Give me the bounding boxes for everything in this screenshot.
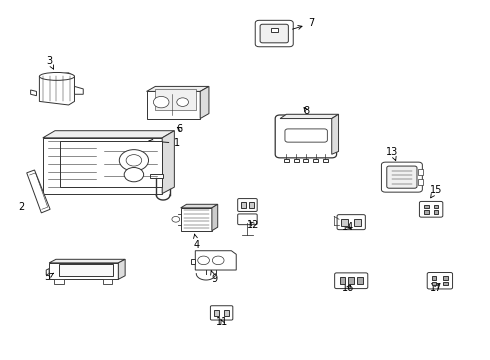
FancyBboxPatch shape — [387, 166, 417, 188]
Circle shape — [198, 256, 209, 265]
FancyBboxPatch shape — [255, 20, 293, 47]
Text: 1: 1 — [149, 138, 180, 148]
Bar — [340, 277, 345, 284]
Polygon shape — [74, 86, 83, 94]
FancyBboxPatch shape — [337, 215, 366, 230]
Polygon shape — [46, 269, 49, 275]
Bar — [60, 141, 162, 187]
FancyBboxPatch shape — [335, 273, 368, 289]
Polygon shape — [192, 258, 196, 264]
Text: 17: 17 — [430, 283, 442, 293]
Bar — [271, 28, 278, 32]
Bar — [155, 89, 196, 111]
Text: 14: 14 — [343, 222, 355, 232]
Bar — [418, 169, 423, 175]
FancyBboxPatch shape — [275, 115, 337, 158]
Text: 16: 16 — [343, 283, 355, 293]
Polygon shape — [147, 86, 209, 91]
FancyBboxPatch shape — [285, 129, 327, 142]
Bar — [357, 277, 363, 284]
Polygon shape — [200, 86, 209, 118]
Polygon shape — [43, 138, 162, 194]
Bar — [434, 210, 439, 214]
Bar — [150, 174, 163, 178]
FancyBboxPatch shape — [381, 162, 422, 192]
Text: 8: 8 — [303, 106, 310, 116]
Bar — [103, 279, 113, 284]
Bar — [294, 158, 298, 162]
Bar — [348, 277, 354, 284]
Polygon shape — [181, 208, 212, 231]
Text: 11: 11 — [216, 317, 228, 327]
Text: 4: 4 — [194, 234, 200, 250]
Bar — [249, 202, 254, 208]
Circle shape — [153, 96, 169, 108]
Polygon shape — [162, 131, 174, 194]
Bar — [432, 282, 437, 285]
Bar — [224, 310, 229, 316]
Text: 3: 3 — [46, 56, 53, 69]
Polygon shape — [39, 73, 74, 105]
Circle shape — [172, 216, 180, 222]
Text: 2: 2 — [18, 202, 24, 212]
Polygon shape — [196, 251, 236, 270]
Bar — [424, 204, 429, 208]
Polygon shape — [49, 259, 125, 263]
Bar — [313, 158, 318, 162]
Bar — [443, 282, 448, 285]
FancyBboxPatch shape — [238, 214, 257, 225]
Bar — [323, 158, 328, 162]
Bar — [443, 276, 448, 280]
Polygon shape — [280, 114, 339, 118]
Bar — [432, 276, 437, 280]
Circle shape — [124, 167, 144, 182]
FancyBboxPatch shape — [210, 306, 233, 320]
FancyBboxPatch shape — [427, 273, 453, 289]
Bar — [342, 219, 348, 226]
Bar — [241, 202, 246, 208]
Bar — [354, 219, 361, 226]
Polygon shape — [27, 170, 50, 213]
Circle shape — [177, 98, 189, 107]
Bar — [214, 310, 219, 316]
Polygon shape — [43, 131, 174, 138]
Text: 5: 5 — [44, 272, 53, 282]
Text: 6: 6 — [177, 124, 183, 134]
Polygon shape — [49, 263, 118, 279]
Circle shape — [212, 256, 224, 265]
Bar — [59, 264, 113, 276]
Circle shape — [119, 150, 148, 171]
Polygon shape — [147, 91, 200, 118]
Polygon shape — [332, 114, 339, 154]
Bar — [303, 158, 308, 162]
FancyBboxPatch shape — [238, 199, 257, 211]
Polygon shape — [118, 259, 125, 279]
Bar — [424, 210, 429, 214]
Text: 10: 10 — [152, 167, 165, 177]
Bar — [284, 158, 289, 162]
Bar — [418, 179, 423, 185]
Text: 12: 12 — [247, 220, 260, 230]
FancyBboxPatch shape — [260, 24, 288, 43]
Polygon shape — [212, 204, 218, 231]
Polygon shape — [181, 204, 218, 208]
Text: 9: 9 — [211, 271, 217, 284]
Polygon shape — [30, 90, 36, 96]
Bar — [434, 204, 439, 208]
Bar — [54, 279, 64, 284]
Ellipse shape — [39, 72, 74, 80]
Text: 15: 15 — [430, 185, 442, 198]
Text: 13: 13 — [386, 147, 398, 161]
FancyBboxPatch shape — [419, 202, 443, 217]
Text: 7: 7 — [293, 18, 315, 29]
